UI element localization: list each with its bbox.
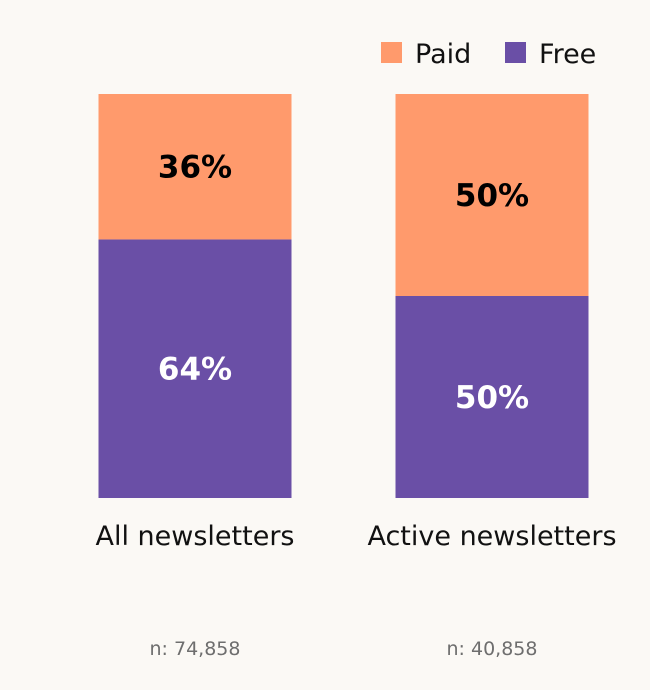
legend-swatch-free [505,42,526,63]
bar-segment-free-active-newsletters [395,296,589,498]
legend-label-free: Free [539,39,596,70]
sample-size-label: n: 74,858 [150,638,241,660]
category-label: All newsletters [96,521,295,552]
data-label-free-all-newsletters: 64% [158,352,232,388]
legend: Paid Free [381,39,596,70]
bar-segment-free-all-newsletters [98,239,292,498]
data-label-paid-active-newsletters: 50% [455,178,529,214]
legend-swatch-paid [381,42,402,63]
data-label-paid-all-newsletters: 36% [158,150,232,186]
bar-segment-paid-active-newsletters [395,94,589,296]
legend-label-paid: Paid [415,39,471,70]
category-label: Active newsletters [367,521,616,552]
data-label-free-active-newsletters: 50% [455,380,529,416]
bar-segment-paid-all-newsletters [98,94,292,240]
sample-size-label: n: 40,858 [447,638,538,660]
